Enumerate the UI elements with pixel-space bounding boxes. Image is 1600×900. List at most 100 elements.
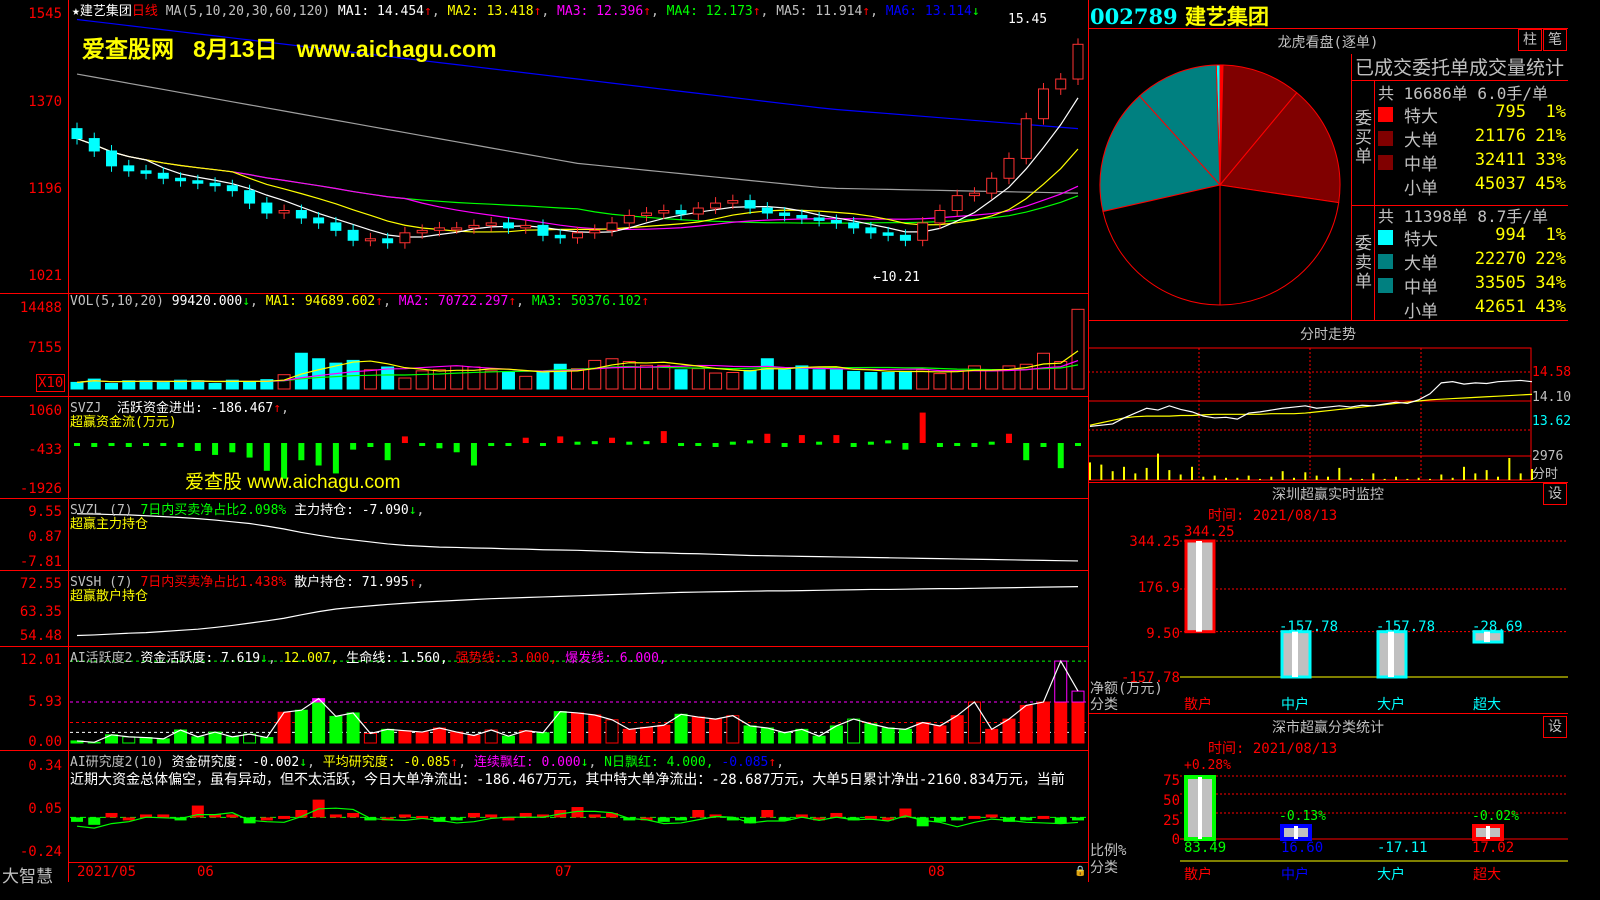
candle xyxy=(347,229,359,241)
pie-slice xyxy=(1102,184,1221,306)
bar-value-label: -157.78 xyxy=(1279,619,1339,635)
candle xyxy=(710,202,722,209)
activity-bar xyxy=(726,715,740,744)
candle xyxy=(209,182,221,187)
ai2-title: AI研究度2(10) xyxy=(70,755,164,770)
axis-label: 9.50 xyxy=(1146,626,1180,642)
fund-flow-bar xyxy=(488,443,495,447)
candle xyxy=(520,224,532,229)
bar-view-button[interactable]: 柱 xyxy=(1518,29,1542,51)
vol-ma3: MA3: 50376.102 xyxy=(531,294,642,309)
period-label[interactable]: 日线 xyxy=(131,4,158,19)
row-percent: 45% xyxy=(1535,174,1566,194)
activity-bar xyxy=(812,735,826,744)
volume-bar xyxy=(519,375,533,390)
price-line xyxy=(1089,379,1533,427)
candle xyxy=(261,202,273,214)
fund-flow-bar xyxy=(729,441,736,445)
activity-burst-bar xyxy=(1071,690,1085,703)
buy-row: 小单 45037 45% xyxy=(1378,174,1568,199)
axis-label: 1545 xyxy=(28,6,62,22)
pie-slice xyxy=(1219,92,1341,204)
volume-bar xyxy=(967,365,981,390)
legend-swatch-icon xyxy=(1378,254,1393,269)
up-arrow-icon: ↑ xyxy=(752,4,761,19)
research-bar xyxy=(588,814,601,818)
volume-bar xyxy=(691,368,705,390)
candle xyxy=(934,210,946,224)
axis-label: 2976 xyxy=(1532,449,1564,464)
ai2-avg: 平均研究度: -0.085 xyxy=(322,755,451,770)
ma2-value: MA2: 13.418 xyxy=(447,4,534,19)
monitor-ylabel: 净额(万元) xyxy=(1090,681,1163,697)
activity-bar xyxy=(1071,701,1085,744)
research-bar xyxy=(71,817,83,822)
candle xyxy=(692,207,704,215)
volume-bar xyxy=(829,369,843,390)
axis-label: 1021 xyxy=(28,268,62,284)
activity-bar xyxy=(864,723,878,744)
bar-highlight xyxy=(1486,826,1490,839)
chart-canvas[interactable] xyxy=(0,0,1088,882)
date-label: 08 xyxy=(928,864,945,880)
activity-bar xyxy=(950,715,964,744)
research-bar xyxy=(761,810,774,818)
row-percent: 21% xyxy=(1535,126,1566,146)
fund-flow-bar xyxy=(263,443,270,471)
research-bar xyxy=(1020,817,1033,821)
research-bar xyxy=(467,812,480,818)
candle xyxy=(1020,118,1032,159)
volume-bar xyxy=(881,372,895,390)
ai2-n-day-red: N日飘红: 4.000, xyxy=(604,755,714,770)
volume-bar xyxy=(174,379,188,390)
date-label: 2021/05 xyxy=(77,864,137,880)
fund-flow-bar xyxy=(212,443,219,455)
axis-label: -157.78 xyxy=(1120,670,1180,686)
fund-flow-bar xyxy=(609,437,616,444)
axis-divider xyxy=(68,0,69,882)
retail-line xyxy=(76,585,1079,637)
tick-view-button[interactable]: 笔 xyxy=(1543,29,1567,51)
fund-flow-bar xyxy=(350,443,357,450)
volume-unit-button[interactable]: X10 xyxy=(36,374,66,392)
up-arrow-icon: ↑ xyxy=(273,401,282,416)
volume-bar xyxy=(553,363,567,390)
volume-bar xyxy=(588,359,602,390)
research-bar xyxy=(209,814,222,818)
activity-bar xyxy=(260,737,274,744)
ma6-value: MA6: 13.114 xyxy=(885,4,972,19)
fund-flow-bar xyxy=(74,443,80,447)
fund-flow-bar xyxy=(919,412,926,444)
fund-flow-bar xyxy=(885,440,892,444)
fund-flow-bar xyxy=(936,443,943,447)
row-value: 994 xyxy=(1495,225,1526,245)
monitor-settings-button[interactable]: 设 xyxy=(1543,483,1567,505)
up-arrow-icon: ↑ xyxy=(423,4,432,19)
row-label: 大单 xyxy=(1404,254,1438,274)
candle xyxy=(330,222,342,231)
divider xyxy=(68,862,1088,863)
down-arrow-icon: ↓ xyxy=(408,503,417,518)
stats-ylabel: 比例% xyxy=(1090,843,1127,859)
row-label: 中单 xyxy=(1404,278,1438,298)
axis-label: 176.9 xyxy=(1137,580,1180,596)
bar-value-label: 344.25 xyxy=(1184,524,1235,540)
legend-swatch-icon xyxy=(1378,107,1393,122)
research-bar xyxy=(519,812,532,818)
stock-title: 002789 建艺集团 xyxy=(1090,1,1269,31)
research-bar xyxy=(295,810,308,818)
research-bar xyxy=(140,814,153,818)
activity-bar xyxy=(760,727,774,744)
ma4-value: MA4: 12.173 xyxy=(666,4,753,19)
activity-bar xyxy=(674,713,688,744)
volume-bar xyxy=(398,377,412,390)
candle xyxy=(986,177,998,194)
volume-bar xyxy=(898,370,912,390)
right-chart-canvas xyxy=(1088,64,1568,862)
research-bar xyxy=(864,815,877,819)
stats-settings-button[interactable]: 设 xyxy=(1543,716,1567,738)
lock-icon[interactable]: 🔒 xyxy=(1074,866,1087,877)
category-label: 散户 xyxy=(1184,867,1212,883)
fund-flow-bar xyxy=(695,443,702,447)
row-percent: 33% xyxy=(1535,150,1566,170)
